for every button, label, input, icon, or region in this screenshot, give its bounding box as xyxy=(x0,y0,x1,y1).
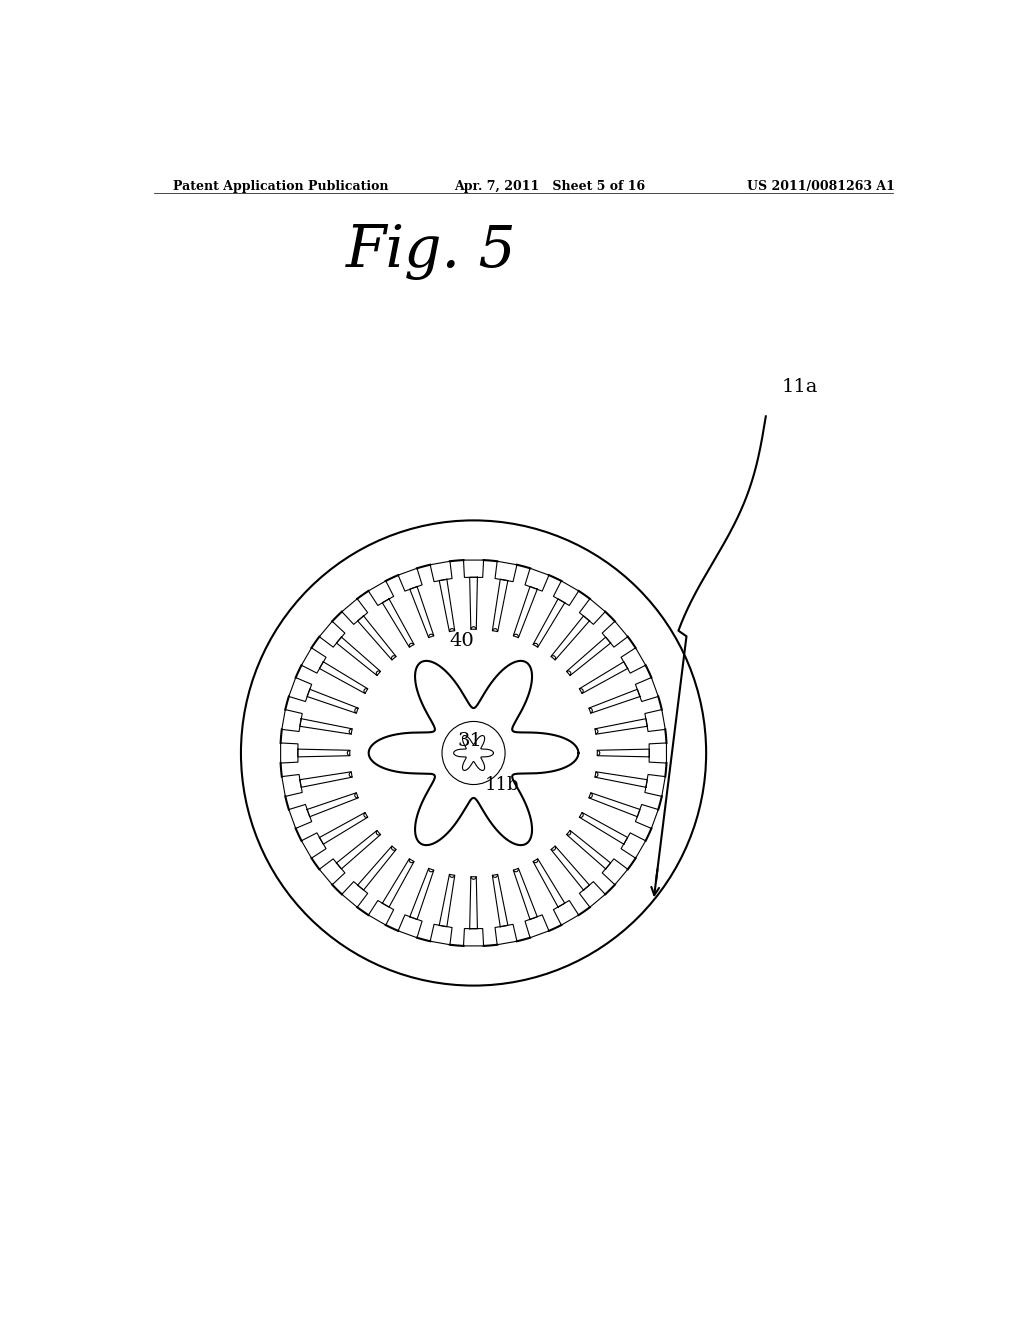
Text: Fig. 5: Fig. 5 xyxy=(346,224,517,280)
Text: 40: 40 xyxy=(450,632,474,651)
Text: US 2011/0081263 A1: US 2011/0081263 A1 xyxy=(746,180,894,193)
Text: 11b: 11b xyxy=(485,776,519,795)
Text: 11a: 11a xyxy=(781,378,817,396)
Text: 31: 31 xyxy=(458,733,482,751)
Text: Patent Application Publication: Patent Application Publication xyxy=(173,180,388,193)
Text: Apr. 7, 2011   Sheet 5 of 16: Apr. 7, 2011 Sheet 5 of 16 xyxy=(454,180,645,193)
